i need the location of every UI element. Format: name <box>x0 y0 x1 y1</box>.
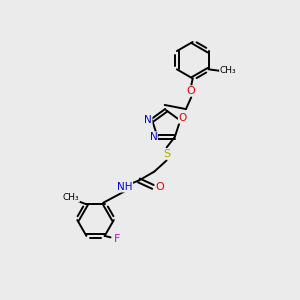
Text: O: O <box>155 182 164 192</box>
Text: CH₃: CH₃ <box>63 193 80 202</box>
Text: CH₃: CH₃ <box>220 66 236 75</box>
Text: F: F <box>114 234 120 244</box>
Text: S: S <box>163 149 170 159</box>
Text: O: O <box>187 86 196 96</box>
Text: O: O <box>178 113 187 123</box>
Text: N: N <box>144 116 152 125</box>
Text: N: N <box>149 132 157 142</box>
Text: NH: NH <box>117 182 133 192</box>
